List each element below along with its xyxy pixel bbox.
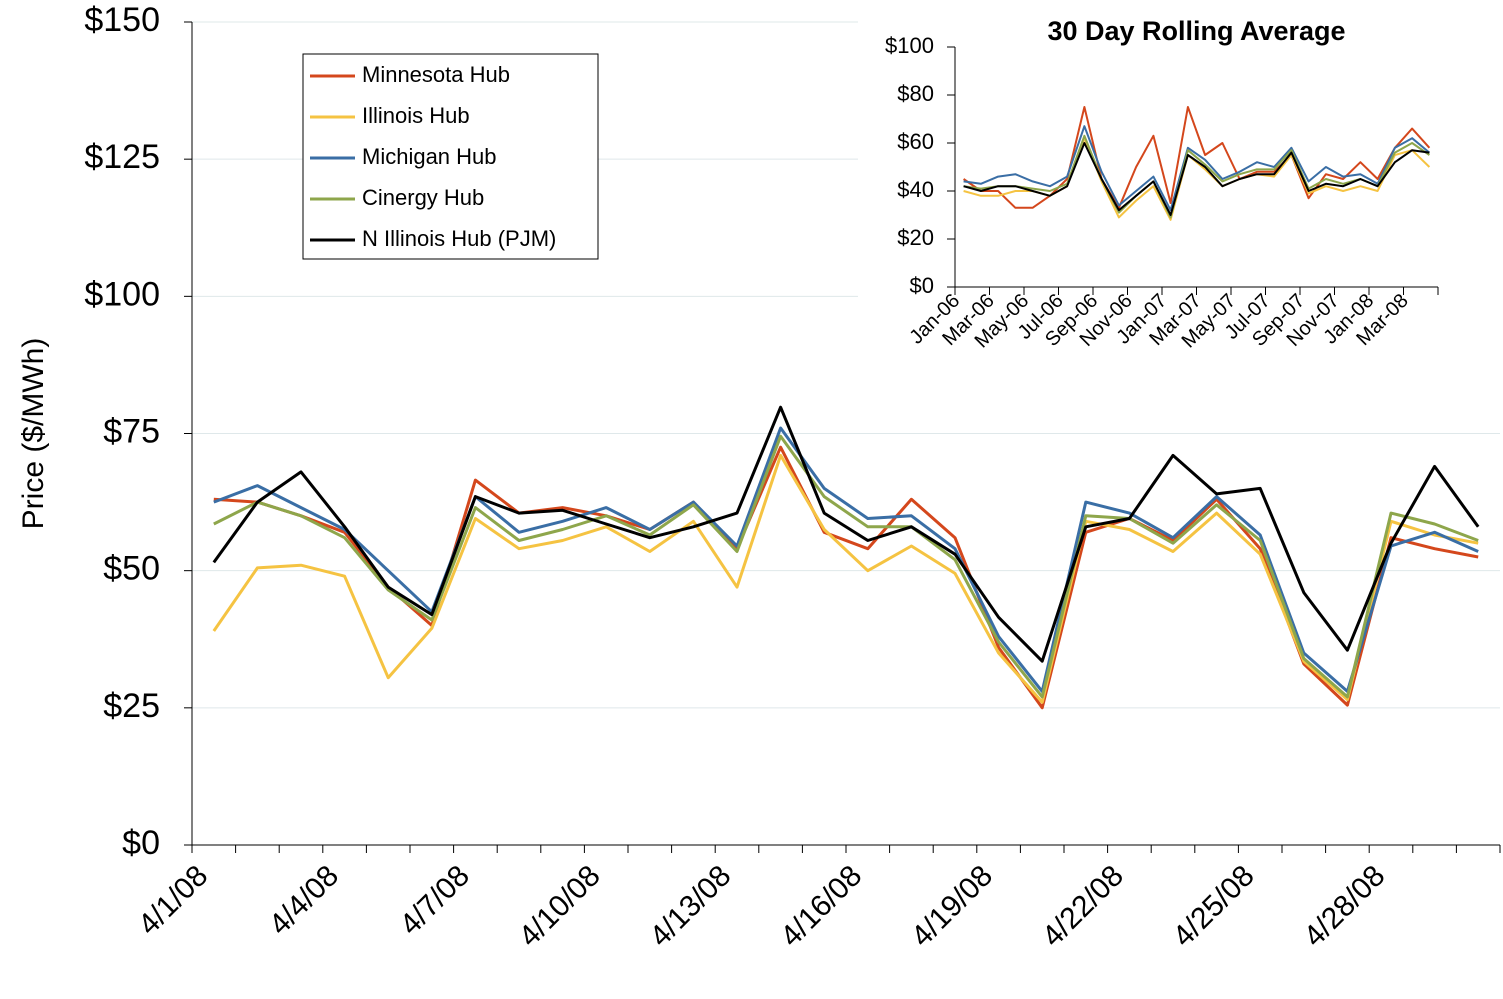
y-tick-label: $125 [84, 138, 160, 176]
y-tick-label: $0 [122, 824, 160, 862]
x-tick-label: 4/16/08 [774, 859, 868, 953]
inset-background [858, 0, 1503, 392]
series-line [963, 106, 1431, 209]
y-axis-label: Price ($/MWh) [17, 338, 50, 530]
y-tick-label: $20 [897, 225, 934, 250]
x-tick-label: 4/10/08 [513, 859, 607, 953]
legend-label: Minnesota Hub [362, 62, 510, 87]
y-tick-label: $100 [885, 33, 934, 58]
x-tick-label: 4/13/08 [643, 859, 737, 953]
legend-label: N Illinois Hub (PJM) [362, 226, 556, 251]
series-line [212, 453, 1479, 704]
legend: Minnesota Hub Illinois Hub Michigan Hub Cin… [302, 53, 599, 260]
series-line [213, 445, 1479, 710]
y-tick-label: $25 [103, 687, 160, 725]
legend-label: Illinois Hub [362, 103, 470, 128]
y-tick-label: $50 [103, 550, 160, 588]
series-line [212, 405, 1480, 663]
legend-label: Cinergy Hub [362, 185, 484, 210]
y-tick-label: $80 [897, 81, 934, 106]
series-line [213, 426, 1479, 693]
x-tick-label: 4/1/08 [132, 859, 214, 941]
x-tick-label: 4/7/08 [394, 859, 476, 941]
chart-title: 30 Day Rolling Average [1047, 16, 1345, 46]
y-tick-label: $100 [84, 275, 160, 313]
series-line [213, 434, 1479, 699]
series-line [963, 134, 1430, 219]
y-tick-label: $75 [103, 412, 160, 450]
y-tick-label: $150 [84, 1, 160, 39]
x-tick-label: 4/25/08 [1167, 859, 1261, 953]
x-tick-label: 4/19/08 [905, 859, 999, 953]
x-tick-label: 4/4/08 [263, 859, 345, 941]
y-tick-label: $40 [897, 177, 934, 202]
series-line [963, 142, 1430, 216]
y-tick-label: $60 [897, 129, 934, 154]
x-tick-label: 4/22/08 [1036, 859, 1130, 953]
x-tick-label: 4/28/08 [1297, 859, 1391, 953]
y-tick-label: $0 [910, 273, 934, 298]
series-line [963, 125, 1431, 212]
legend-label: Michigan Hub [362, 144, 497, 169]
